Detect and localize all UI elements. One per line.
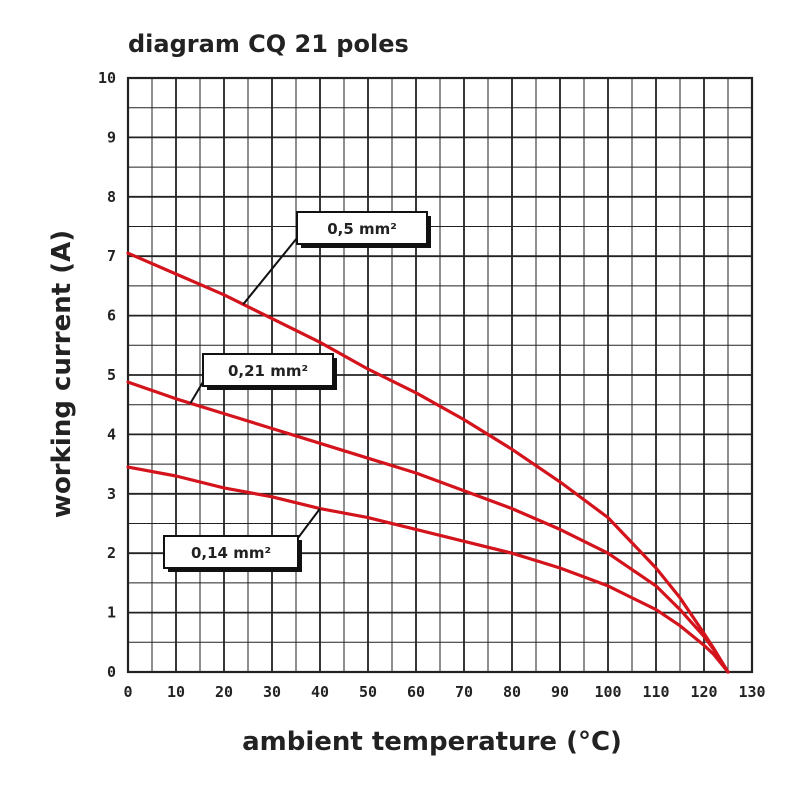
- x-tick-label: 40: [311, 683, 329, 701]
- leader-line: [242, 237, 298, 305]
- y-axis-label: working current (A): [47, 230, 77, 518]
- y-tick-label: 3: [107, 485, 116, 503]
- axis-ticks: 0 10 20 30 40 50 60 70 80 90 100 110 120 130 0 1 2 3 4 5 6 7 8…: [98, 69, 766, 701]
- series-labels: 0,5 mm² 0,21 mm² 0,14 mm²: [163, 211, 431, 572]
- x-tick-label: 100: [594, 683, 621, 701]
- y-tick-label: 1: [107, 604, 116, 622]
- series-label-3: 0,14 mm²: [163, 508, 321, 572]
- series-label-1: 0,5 mm²: [242, 211, 431, 305]
- leader-line: [189, 381, 204, 404]
- y-tick-label: 6: [107, 307, 116, 325]
- series-label-2: 0,21 mm²: [189, 353, 337, 404]
- y-tick-label: 9: [107, 128, 116, 146]
- x-tick-label: 110: [642, 683, 669, 701]
- series-lines: [126, 251, 730, 674]
- series-line-2: [126, 380, 730, 674]
- series-line-1: [126, 251, 730, 674]
- y-tick-label: 4: [107, 425, 116, 443]
- x-tick-label: 20: [215, 683, 233, 701]
- plot-frame: [126, 76, 754, 674]
- x-tick-label: 70: [455, 683, 473, 701]
- series-label-text: 0,14 mm²: [191, 544, 271, 562]
- label-box: [163, 535, 299, 569]
- label-box: [202, 353, 334, 387]
- label-box: [296, 211, 428, 245]
- y-tick-label: 7: [107, 247, 116, 265]
- x-tick-label: 60: [407, 683, 425, 701]
- y-tick-label: 5: [107, 366, 116, 384]
- x-tick-label: 120: [690, 683, 717, 701]
- chart-grid: [126, 76, 754, 674]
- x-tick-label: 50: [359, 683, 377, 701]
- y-tick-label: 8: [107, 188, 116, 206]
- x-tick-label: 0: [123, 683, 132, 701]
- series-line-3: [126, 465, 730, 674]
- x-tick-label: 90: [551, 683, 569, 701]
- x-axis-label: ambient temperature (°C): [242, 727, 622, 757]
- y-tick-label: 2: [107, 544, 116, 562]
- leader-line: [297, 508, 321, 539]
- x-tick-label: 130: [738, 683, 765, 701]
- y-tick-label: 10: [98, 69, 116, 87]
- chart-title: diagram CQ 21 poles: [128, 30, 409, 58]
- x-tick-label: 80: [503, 683, 521, 701]
- series-label-text: 0,21 mm²: [228, 362, 308, 380]
- y-tick-label: 0: [107, 663, 116, 681]
- x-tick-label: 30: [263, 683, 281, 701]
- series-label-text: 0,5 mm²: [327, 220, 397, 238]
- x-tick-label: 10: [167, 683, 185, 701]
